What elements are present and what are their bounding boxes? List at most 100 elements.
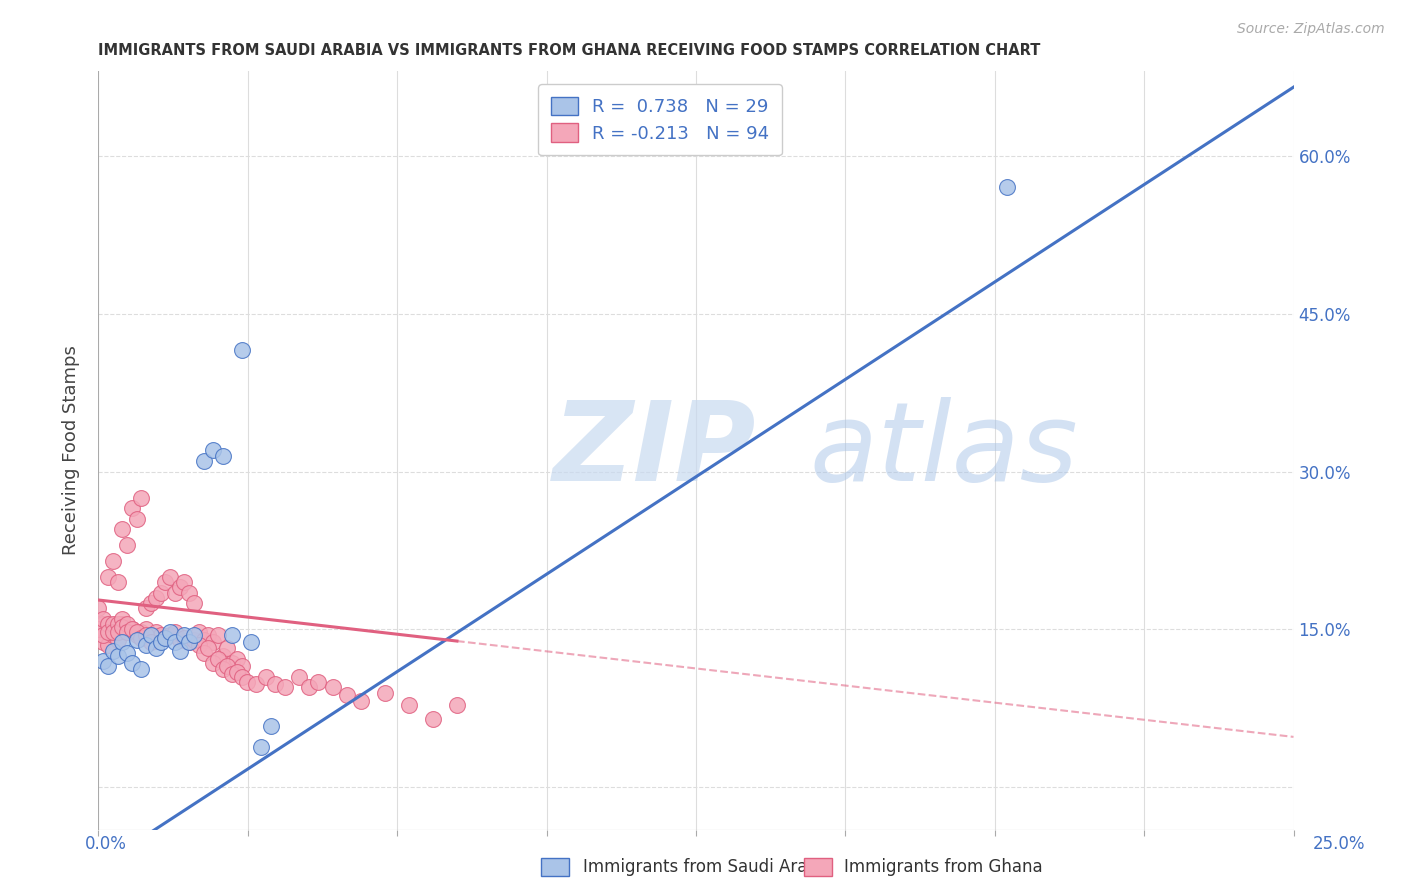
- Point: [274, 681, 297, 695]
- Legend: R =  0.738   N = 29, R = -0.213   N = 94: R = 0.738 N = 29, R = -0.213 N = 94: [538, 84, 782, 155]
- Point: [87, 623, 110, 637]
- Point: [221, 656, 243, 670]
- Point: [193, 454, 215, 468]
- Point: [155, 575, 177, 590]
- Point: [231, 670, 253, 684]
- Point: [155, 631, 177, 645]
- Point: [87, 601, 110, 615]
- Point: [97, 659, 120, 673]
- Point: [398, 698, 420, 713]
- Point: [111, 620, 134, 634]
- Point: [211, 663, 233, 677]
- Point: [193, 646, 215, 660]
- Point: [183, 633, 205, 648]
- Point: [298, 681, 321, 695]
- Point: [211, 449, 233, 463]
- Point: [169, 580, 191, 594]
- Point: [259, 719, 281, 733]
- Point: [115, 624, 138, 639]
- Point: [97, 638, 120, 652]
- Text: atlas: atlas: [810, 397, 1078, 504]
- Point: [307, 675, 329, 690]
- Point: [163, 585, 186, 599]
- Text: 0.0%: 0.0%: [84, 835, 127, 853]
- Point: [995, 180, 1018, 194]
- Point: [135, 601, 157, 615]
- Point: [149, 635, 172, 649]
- Point: [235, 675, 257, 690]
- Point: [231, 343, 253, 358]
- Point: [145, 624, 167, 639]
- Point: [183, 596, 205, 610]
- Point: [145, 591, 167, 605]
- Text: Immigrants from Ghana: Immigrants from Ghana: [844, 858, 1042, 876]
- Point: [125, 628, 148, 642]
- Point: [322, 681, 344, 695]
- Y-axis label: Receiving Food Stamps: Receiving Food Stamps: [62, 345, 80, 556]
- Text: Immigrants from Saudi Arabia: Immigrants from Saudi Arabia: [583, 858, 834, 876]
- Point: [91, 612, 114, 626]
- Point: [336, 688, 359, 702]
- Point: [240, 635, 263, 649]
- Point: [125, 512, 148, 526]
- Point: [97, 570, 120, 584]
- Point: [107, 648, 129, 663]
- Point: [163, 624, 186, 639]
- Point: [101, 624, 124, 639]
- Point: [139, 635, 162, 649]
- Point: [197, 628, 219, 642]
- Point: [446, 698, 468, 713]
- Point: [131, 624, 153, 639]
- Point: [111, 612, 134, 626]
- Point: [139, 628, 162, 642]
- Point: [135, 623, 157, 637]
- Point: [288, 670, 311, 684]
- Point: [97, 617, 120, 632]
- Point: [131, 663, 153, 677]
- Point: [422, 712, 444, 726]
- Point: [111, 635, 134, 649]
- Point: [173, 628, 195, 642]
- Point: [183, 628, 205, 642]
- Point: [125, 633, 148, 648]
- Point: [221, 666, 243, 681]
- Text: 25.0%: 25.0%: [1312, 835, 1365, 853]
- Point: [264, 677, 287, 691]
- Point: [179, 635, 201, 649]
- Point: [179, 585, 201, 599]
- Point: [91, 617, 114, 632]
- Point: [217, 641, 239, 656]
- Point: [107, 575, 129, 590]
- Point: [202, 443, 225, 458]
- Point: [121, 656, 143, 670]
- Point: [155, 631, 177, 645]
- Point: [221, 628, 243, 642]
- Point: [111, 617, 134, 632]
- Point: [245, 677, 267, 691]
- Point: [121, 501, 143, 516]
- Point: [131, 491, 153, 505]
- Point: [202, 635, 225, 649]
- Text: IMMIGRANTS FROM SAUDI ARABIA VS IMMIGRANTS FROM GHANA RECEIVING FOOD STAMPS CORR: IMMIGRANTS FROM SAUDI ARABIA VS IMMIGRAN…: [98, 43, 1040, 58]
- Point: [111, 523, 134, 537]
- Point: [91, 654, 114, 668]
- Point: [350, 694, 373, 708]
- Text: Source: ZipAtlas.com: Source: ZipAtlas.com: [1237, 22, 1385, 37]
- Point: [91, 628, 114, 642]
- Point: [169, 643, 191, 657]
- Point: [202, 656, 225, 670]
- Point: [121, 623, 143, 637]
- Point: [101, 617, 124, 632]
- Point: [121, 623, 143, 637]
- Point: [187, 638, 209, 652]
- Point: [115, 624, 138, 639]
- Point: [115, 538, 138, 552]
- Point: [173, 631, 195, 645]
- Point: [97, 624, 120, 639]
- Point: [131, 631, 153, 645]
- Point: [211, 648, 233, 663]
- Point: [139, 628, 162, 642]
- Point: [226, 665, 249, 679]
- Point: [159, 570, 181, 584]
- Point: [107, 617, 129, 632]
